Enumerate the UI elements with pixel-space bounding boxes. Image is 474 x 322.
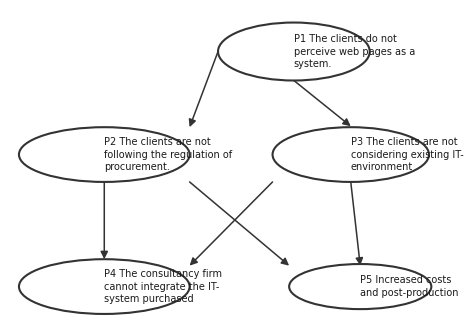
Text: P3 The clients are not
considering existing IT-
environment: P3 The clients are not considering exist… (351, 137, 464, 172)
Text: P1 The clients do not
perceive web pages as a
system.: P1 The clients do not perceive web pages… (294, 34, 415, 69)
Text: P4 The consultancy firm
cannot integrate the IT-
system purchased: P4 The consultancy firm cannot integrate… (104, 269, 222, 304)
Text: P5 Increased costs
and post-production: P5 Increased costs and post-production (360, 275, 459, 298)
Ellipse shape (19, 259, 190, 314)
Ellipse shape (19, 127, 190, 182)
Ellipse shape (289, 264, 431, 309)
Text: P2 The clients are not
following the regulation of
procurement.: P2 The clients are not following the reg… (104, 137, 232, 172)
Ellipse shape (273, 127, 429, 182)
Ellipse shape (218, 23, 370, 80)
